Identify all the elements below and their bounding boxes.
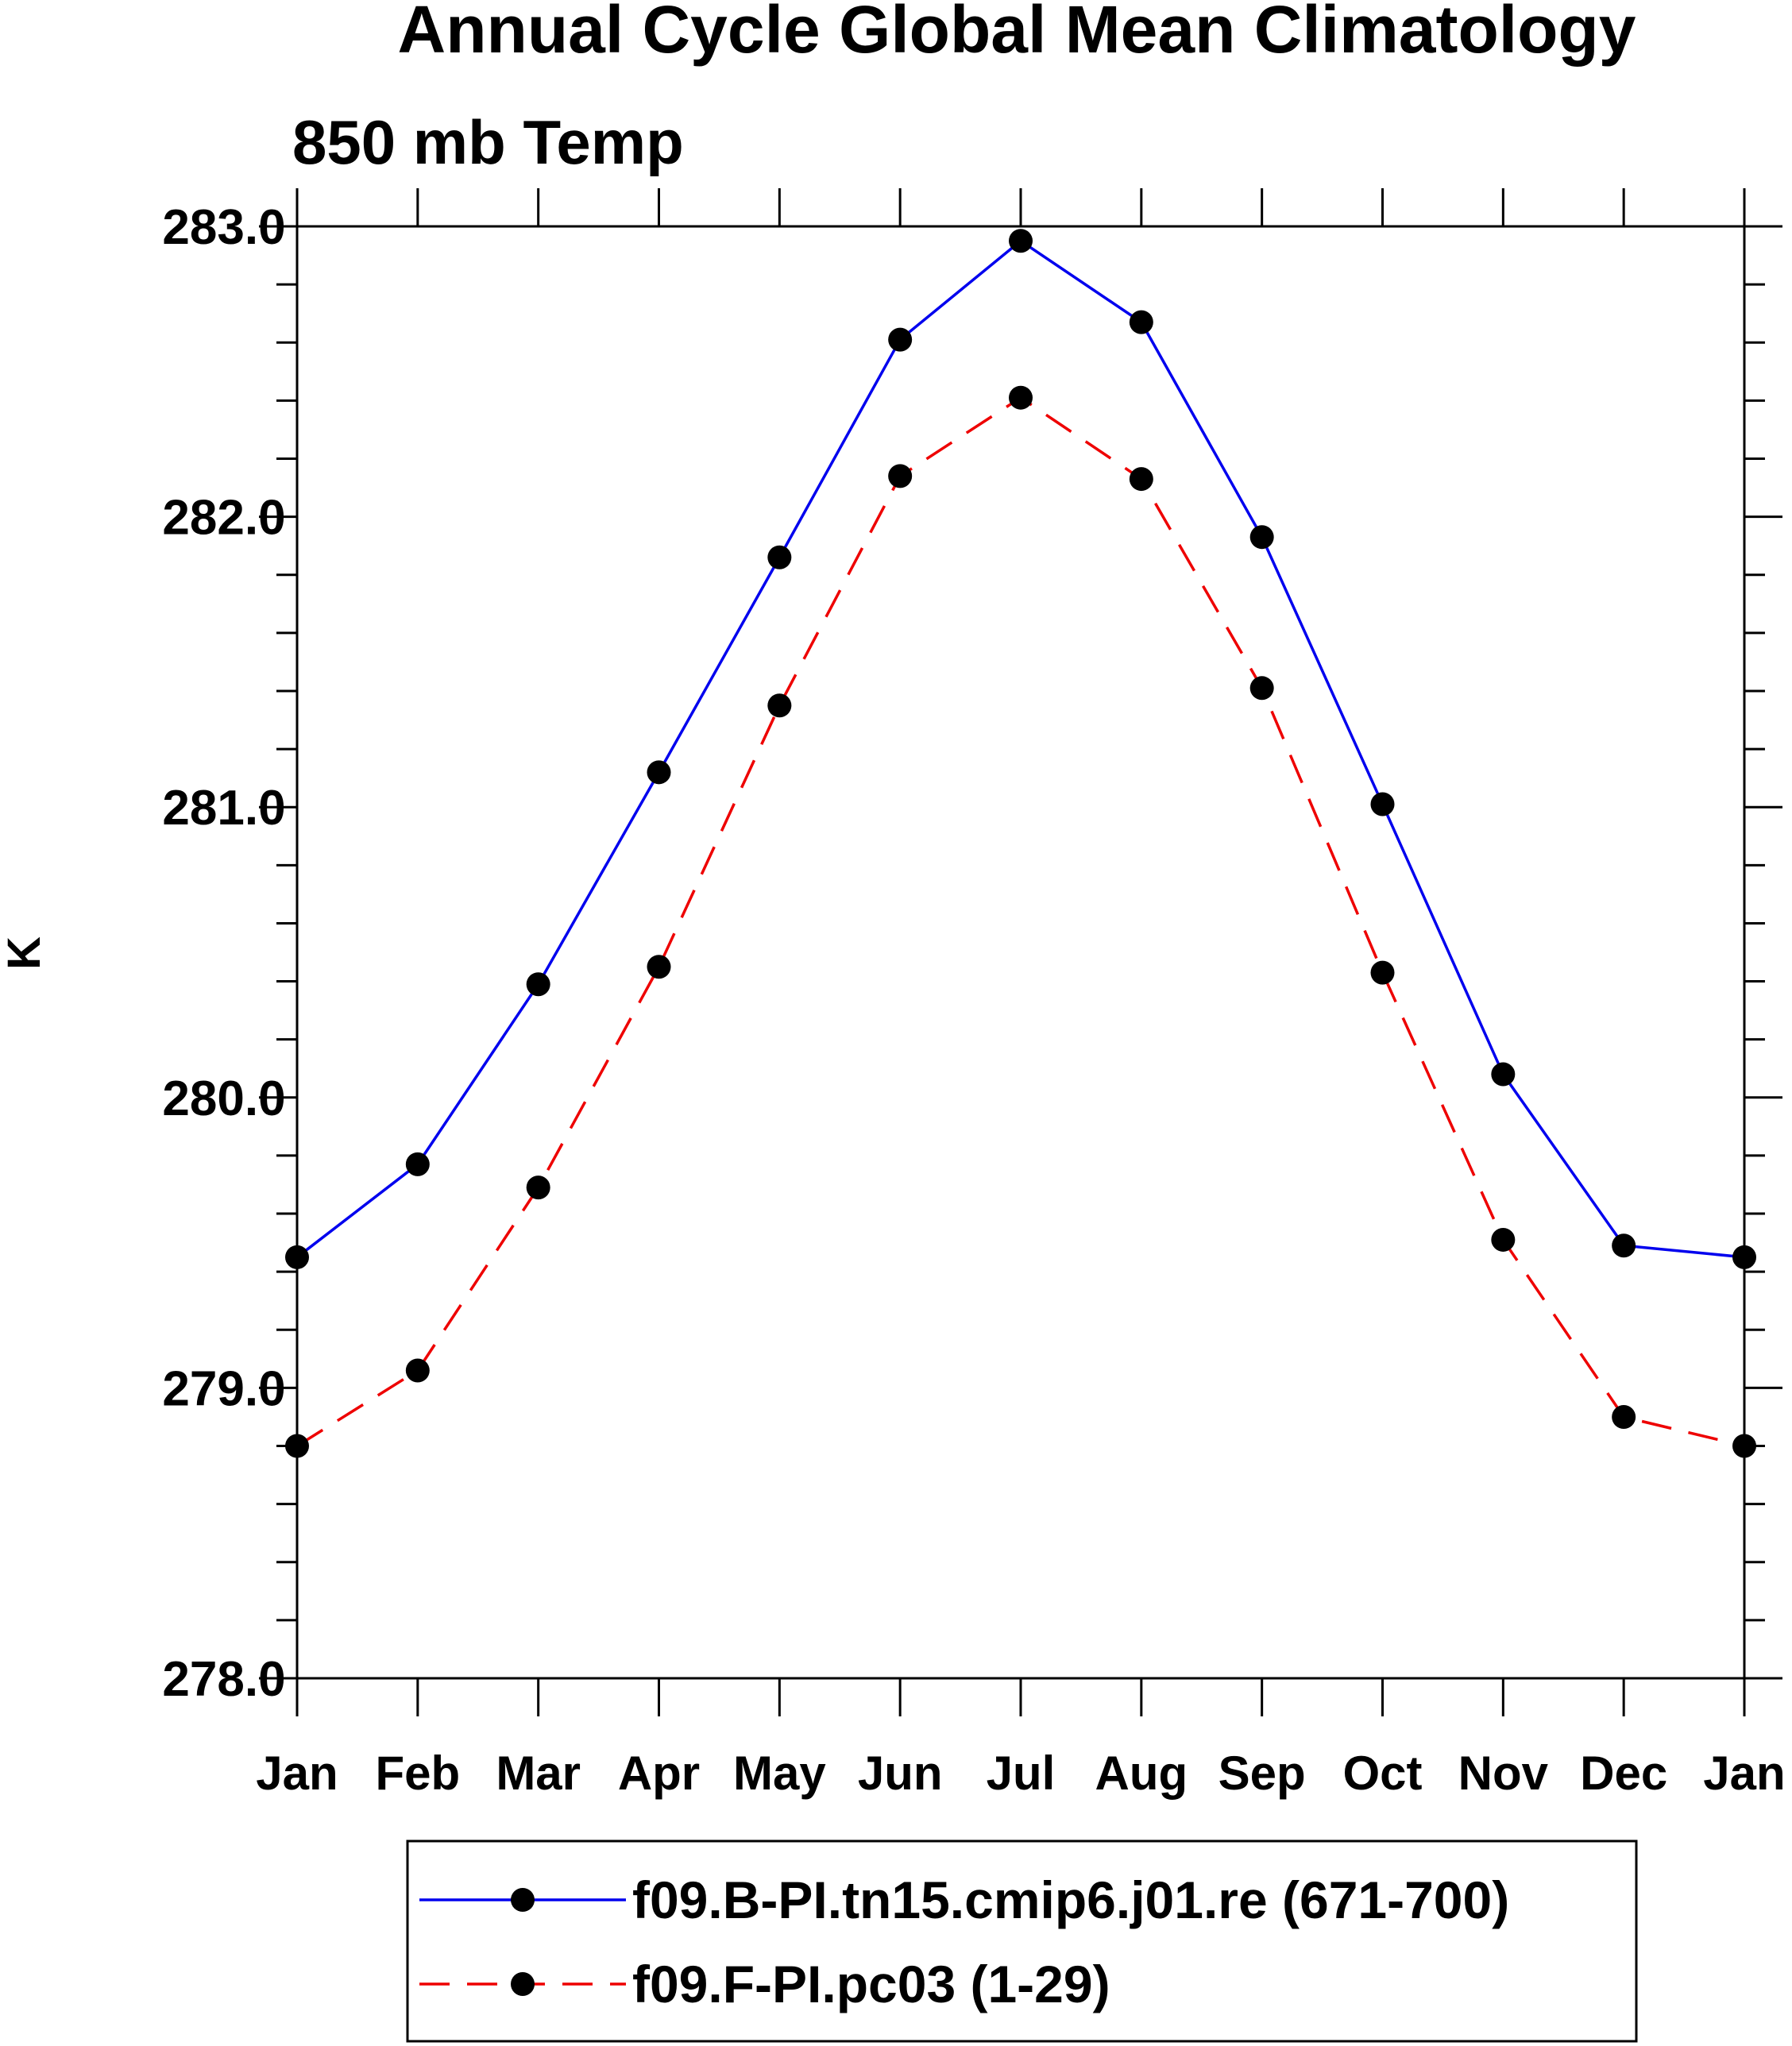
- series-2-point: [405, 1358, 430, 1383]
- x-tick-label: Oct: [1342, 1747, 1422, 1800]
- x-tick-label: Nov: [1458, 1747, 1549, 1800]
- series-2-point: [1370, 960, 1395, 985]
- legend-marker-1: [511, 1888, 535, 1912]
- series-1-point: [1491, 1062, 1516, 1087]
- legend-box: [406, 1839, 1638, 2043]
- y-tick-label: 281.0: [162, 781, 285, 836]
- x-tick-label: Dec: [1580, 1747, 1667, 1800]
- series-2-point: [888, 464, 913, 488]
- y-tick-label: 283.0: [162, 200, 285, 255]
- x-tick-label: Jan: [1703, 1747, 1785, 1800]
- legend-items: f09.B-PI.tn15.cmip6.j01.re (671-700) f09.…: [419, 1870, 1509, 2013]
- series-2-point: [1009, 385, 1033, 410]
- y-tick-label: 278.0: [162, 1652, 285, 1707]
- series-1-point: [647, 760, 671, 785]
- series-1-point: [1009, 229, 1033, 253]
- series-1-point: [1612, 1233, 1636, 1258]
- y-tick-label: 282.0: [162, 491, 285, 546]
- x-tick-label: Mar: [496, 1747, 581, 1800]
- legend-marker-2: [511, 1972, 535, 1996]
- legend-label-2: f09.F-PI.pc03 (1-29): [632, 1955, 1110, 2013]
- x-tick-label: Sep: [1218, 1747, 1306, 1800]
- x-tick-label: Jan: [256, 1747, 338, 1800]
- y-axis-label: K: [0, 936, 50, 970]
- series-1-point: [405, 1152, 430, 1176]
- series-2-point: [767, 693, 792, 718]
- series-1-point: [526, 972, 550, 997]
- series-1-point: [888, 327, 913, 352]
- x-tick-label: Feb: [375, 1747, 460, 1800]
- x-tick-label: Jul: [987, 1747, 1056, 1800]
- series-1-point: [767, 545, 792, 569]
- legend-label-1: f09.B-PI.tn15.cmip6.j01.re (671-700): [632, 1870, 1509, 1929]
- series-line-2: [296, 396, 1745, 1448]
- series-2-point: [647, 955, 671, 979]
- series-1-point: [1249, 525, 1274, 550]
- series-2-point: [1491, 1227, 1516, 1252]
- plot-frame: [295, 225, 1746, 1680]
- x-tick-label: May: [733, 1747, 826, 1800]
- axes: 278.0 279.0 280.0 281.0 282.0 283.0 Jan Feb Mar A…: [162, 188, 1786, 1800]
- chart-subtitle: 850 mb Temp: [292, 107, 684, 177]
- series-1-point: [285, 1245, 309, 1269]
- x-tick-label: Jun: [858, 1747, 943, 1800]
- y-tick-label: 280.0: [162, 1071, 285, 1126]
- series-1-point: [1732, 1245, 1756, 1269]
- legend: f09.B-PI.tn15.cmip6.j01.re (671-700) f09.…: [406, 1839, 1638, 2043]
- series-layer: [285, 229, 1756, 1458]
- chart-title: Annual Cycle Global Mean Climatology: [398, 0, 1636, 67]
- y-tick-label: 279.0: [162, 1361, 285, 1416]
- series-2-point: [1612, 1404, 1636, 1429]
- series-2-point: [1249, 676, 1274, 701]
- series-1-point: [1370, 792, 1395, 816]
- series-2-point: [1129, 467, 1153, 492]
- series-2-point: [285, 1434, 309, 1458]
- series-1-point: [1129, 310, 1153, 334]
- x-tick-label: Aug: [1095, 1747, 1188, 1800]
- series-2-point: [526, 1175, 550, 1200]
- x-tick-label: Apr: [618, 1747, 700, 1800]
- series-2-point: [1732, 1434, 1756, 1458]
